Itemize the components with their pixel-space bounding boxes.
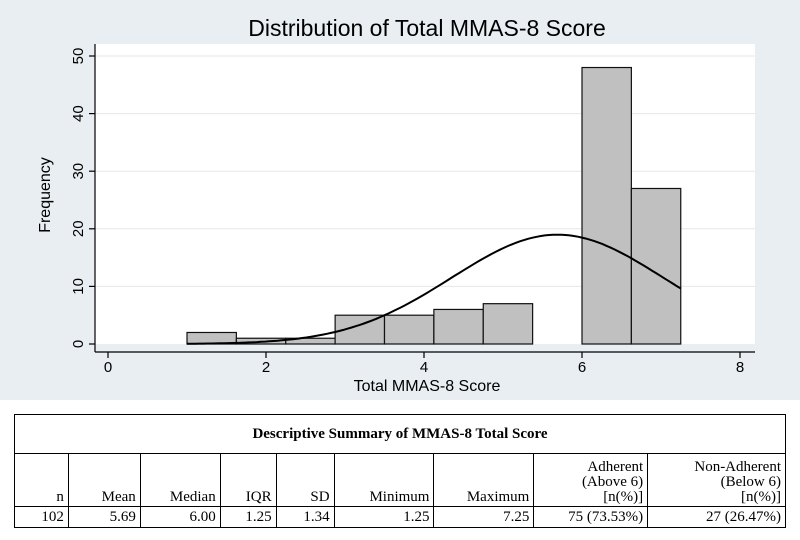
- table-header-cell: SD: [276, 454, 334, 507]
- table-header-cell: Median: [140, 454, 220, 507]
- x-axis-label: Total MMAS-8 Score: [354, 378, 501, 395]
- y-tick-label: 50: [70, 48, 87, 65]
- histogram-bar: [582, 68, 631, 344]
- table-value-cell: 7.25: [434, 507, 534, 528]
- histogram-bar: [385, 315, 434, 344]
- table-header-label: Median: [145, 490, 216, 505]
- x-tick-label: 8: [736, 359, 744, 376]
- y-tick-label: 40: [70, 105, 87, 122]
- table-value-cell: 27 (26.47%): [648, 507, 786, 528]
- table-header-label: Adherent (Above 6) [n(%)]: [538, 460, 643, 505]
- table-header-label: SD: [281, 490, 330, 505]
- table-value-cell: 75 (73.53%): [534, 507, 648, 528]
- table-value-cell: 1.34: [276, 507, 334, 528]
- descriptive-summary-table: Descriptive Summary of MMAS-8 Total Scor…: [14, 414, 786, 528]
- table-header-cell: n: [15, 454, 69, 507]
- table-header-label: IQR: [225, 490, 272, 505]
- y-tick-label: 0: [70, 340, 87, 348]
- y-axis-label: Frequency: [37, 157, 54, 233]
- table-header-label: n: [19, 490, 64, 505]
- table-header-cell: Non-Adherent (Below 6) [n(%)]: [648, 454, 786, 507]
- table-value-cell: 102: [15, 507, 69, 528]
- x-tick-label: 2: [262, 359, 270, 376]
- y-tick-label: 30: [70, 163, 87, 180]
- table-value-cell: 1.25: [334, 507, 434, 528]
- histogram-bar: [483, 304, 532, 344]
- y-tick-label: 20: [70, 220, 87, 237]
- table-value-row: 102 5.69 6.00 1.25 1.34 1.25 7.25 75 (73.53%) 27…: [15, 507, 786, 528]
- table-header-label: Mean: [73, 490, 136, 505]
- table-header-label: Non-Adherent (Below 6) [n(%)]: [652, 460, 781, 505]
- table-value-cell: 5.69: [68, 507, 140, 528]
- histogram-bar: [434, 309, 483, 344]
- table-header-cell: Mean: [68, 454, 140, 507]
- table-header-label: Minimum: [339, 490, 430, 505]
- table-title: Descriptive Summary of MMAS-8 Total Scor…: [15, 415, 786, 454]
- table-header-cell: Minimum: [334, 454, 434, 507]
- chart-area: 0 10 20 30 40 50 0 2 4 6 8 Distribution of Total M…: [0, 0, 800, 400]
- x-tick-label: 6: [578, 359, 586, 376]
- table-value-cell: 1.25: [220, 507, 276, 528]
- histogram-bar: [631, 188, 680, 344]
- x-tick-label: 0: [104, 359, 112, 376]
- x-tick-label: 4: [420, 359, 428, 376]
- histogram-chart: 0 10 20 30 40 50 0 2 4 6 8 Distribution of Total M…: [0, 0, 800, 400]
- table-header-cell: IQR: [220, 454, 276, 507]
- table-value-cell: 6.00: [140, 507, 220, 528]
- chart-title: Distribution of Total MMAS-8 Score: [248, 15, 606, 41]
- table-header-cell: Adherent (Above 6) [n(%)]: [534, 454, 648, 507]
- table-header-row: n Mean Median IQR SD Minimum Maximum Adherent (…: [15, 454, 786, 507]
- table-header-label: Maximum: [438, 490, 529, 505]
- table-header-cell: Maximum: [434, 454, 534, 507]
- y-tick-label: 10: [70, 278, 87, 295]
